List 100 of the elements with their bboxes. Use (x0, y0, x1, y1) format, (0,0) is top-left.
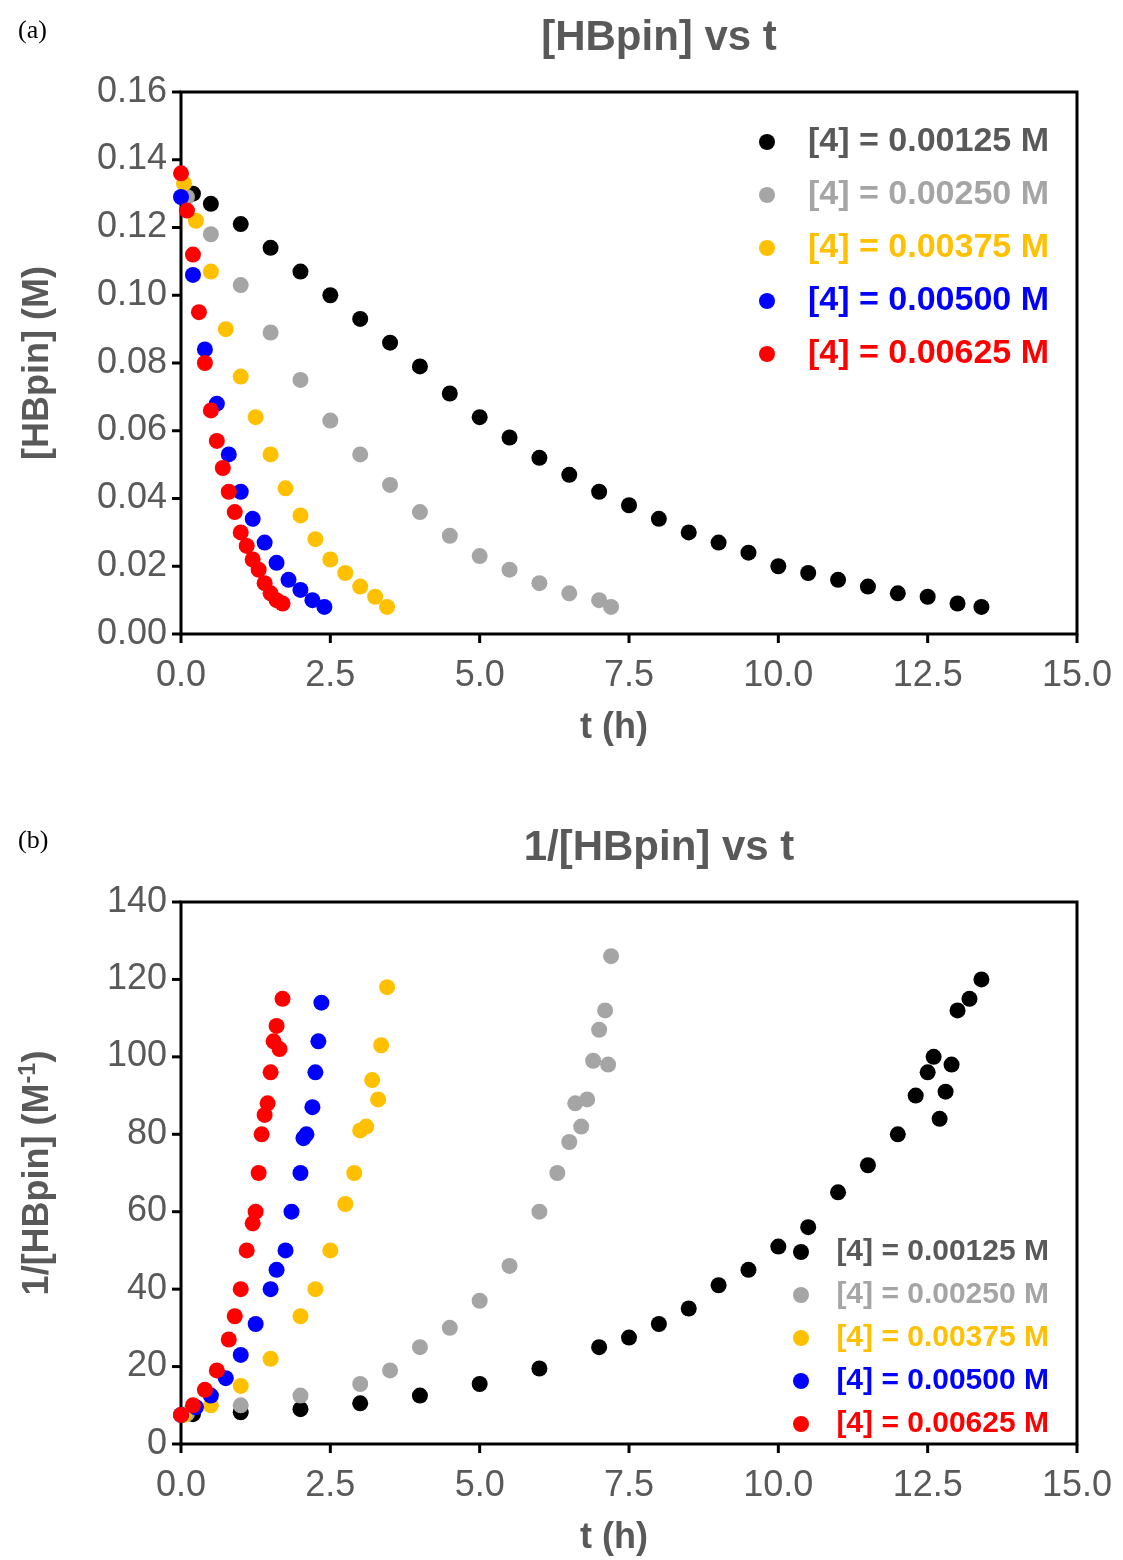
point (411, 1387, 428, 1404)
text: (a) (18, 15, 47, 44)
point (859, 1157, 876, 1174)
chart-title: [HBpin] vs t (541, 12, 777, 59)
point (441, 385, 458, 402)
legend-label: [4] = 0.00125 M (836, 1232, 1049, 1266)
point (441, 527, 458, 544)
point (247, 409, 264, 426)
y-tick-label: 0.02 (96, 542, 167, 584)
point (411, 1339, 428, 1356)
point (379, 979, 396, 996)
point (471, 409, 488, 426)
point (280, 571, 297, 588)
x-tick-label: 0.0 (155, 1463, 207, 1504)
point (337, 565, 354, 582)
point (770, 1238, 787, 1255)
point (919, 1064, 936, 1081)
x-tick-label: 10.0 (743, 653, 814, 694)
point (501, 561, 518, 578)
point (603, 948, 620, 965)
point (196, 355, 213, 371)
legend-label: [4] = 0.00625 M (808, 331, 1049, 370)
point (346, 1165, 363, 1181)
x-tick-label: 15.0 (1041, 653, 1113, 694)
point (925, 1048, 942, 1065)
point (271, 1041, 288, 1058)
point (501, 429, 518, 446)
point (253, 1126, 270, 1143)
point (238, 1242, 255, 1259)
text: (b) (18, 825, 49, 854)
point (364, 1072, 381, 1089)
point (358, 1118, 375, 1135)
y-tick-label: 0.10 (96, 271, 167, 313)
x-tick-label: 7.5 (603, 653, 655, 694)
point (382, 1362, 399, 1379)
point (650, 1315, 667, 1332)
y-tick-label: 0.00 (96, 610, 167, 652)
point (304, 1099, 321, 1116)
point (441, 1319, 458, 1336)
point (680, 524, 697, 541)
point (373, 1037, 390, 1054)
y-tick-label: 0.12 (96, 204, 167, 246)
point (292, 1308, 309, 1325)
point (262, 446, 279, 463)
point (277, 480, 294, 497)
point (352, 578, 369, 595)
y-tick-label: 0.14 (96, 136, 167, 178)
y-tick-label: 0.16 (96, 68, 167, 110)
point (585, 1052, 602, 1069)
x-tick-label: 12.5 (892, 1463, 963, 1504)
point (322, 287, 339, 304)
point (830, 1184, 847, 1201)
point (190, 304, 207, 321)
point (202, 226, 219, 243)
x-tick-label: 7.5 (603, 1463, 655, 1504)
point (740, 544, 757, 561)
legend-label: [4] = 0.00375 M (836, 1318, 1049, 1352)
chart-title: 1/[HBpin] vs t (523, 822, 795, 869)
point (232, 1281, 249, 1298)
point (352, 1395, 369, 1412)
point (292, 581, 309, 598)
point (226, 504, 243, 521)
point (247, 1315, 264, 1332)
point (907, 1087, 924, 1104)
point (307, 1064, 324, 1081)
y-tick-label: 120 (106, 955, 167, 997)
point (277, 1242, 294, 1259)
point (973, 971, 990, 988)
point (549, 1165, 566, 1181)
point (220, 483, 237, 500)
legend-label: [4] = 0.00250 M (836, 1275, 1049, 1309)
point (561, 1134, 578, 1151)
point (943, 1056, 960, 1073)
point (307, 531, 324, 548)
point (232, 1346, 249, 1363)
point (352, 310, 369, 327)
point (370, 1091, 387, 1108)
point (310, 1033, 327, 1050)
point (187, 212, 204, 229)
point (859, 578, 876, 595)
y-tick-label: 0.06 (96, 407, 167, 449)
point (621, 497, 637, 514)
point (322, 551, 339, 568)
point (949, 1002, 966, 1019)
point (471, 1292, 488, 1309)
y-tick-label: 0.08 (96, 339, 167, 381)
point (238, 537, 255, 554)
point (313, 994, 330, 1011)
point (919, 588, 936, 605)
point (196, 1381, 213, 1398)
x-tick-label: 2.5 (305, 653, 356, 694)
point (220, 1331, 237, 1348)
point (259, 1095, 276, 1112)
point (283, 1203, 300, 1220)
point (178, 202, 195, 219)
point (256, 534, 273, 551)
point (232, 368, 249, 385)
point (262, 1281, 279, 1298)
y-tick-label: 0.04 (96, 475, 167, 517)
point (531, 575, 548, 592)
